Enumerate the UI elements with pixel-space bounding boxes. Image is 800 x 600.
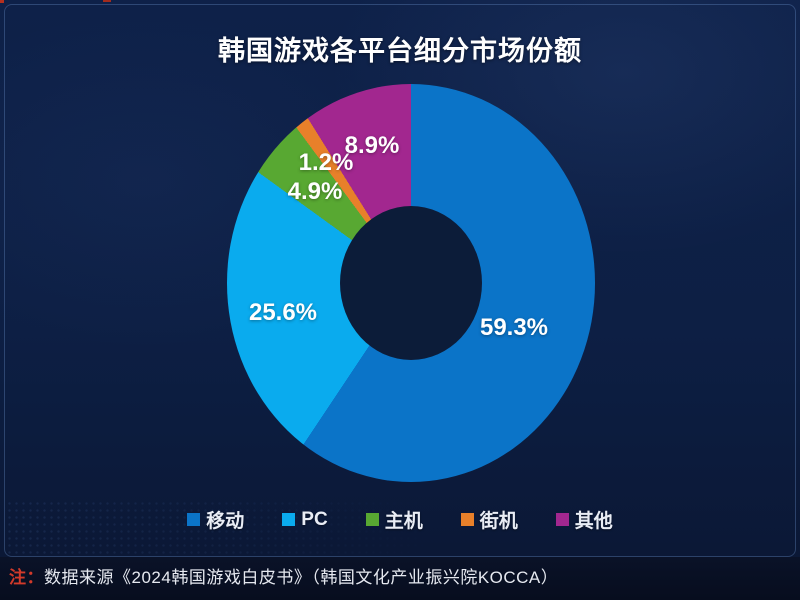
donut-hole	[340, 206, 482, 360]
slice-label-arcade: 1.2%	[298, 149, 354, 176]
legend-swatch-pc	[282, 513, 296, 526]
legend-item-other: 其他	[555, 506, 613, 533]
slice-label-mobile: 59.3%	[479, 314, 549, 341]
corner-artifact-left	[0, 0, 4, 3]
note-prefix: 注：	[9, 568, 44, 587]
donut-chart	[227, 84, 595, 482]
footer-band	[0, 557, 800, 600]
dot-texture	[6, 500, 436, 554]
legend-swatch-console	[365, 513, 379, 526]
legend-swatch-other	[555, 513, 569, 526]
slice-label-pc: 25.6%	[248, 299, 318, 326]
legend-label-mobile: 移动	[206, 511, 245, 532]
note-text: 数据来源《2024韩国游戏白皮书》（韩国文化产业振兴院KOCCA）	[44, 568, 559, 587]
legend-item-mobile: 移动	[187, 506, 244, 533]
legend: 移动 PC 主机 街机 其他	[0, 506, 800, 533]
slice-label-other: 8.9%	[344, 132, 400, 159]
legend-swatch-arcade	[460, 513, 474, 526]
legend-item-arcade: 街机	[460, 506, 518, 533]
legend-label-arcade: 街机	[479, 511, 518, 532]
legend-label-other: 其他	[574, 511, 613, 532]
legend-swatch-mobile	[187, 513, 201, 526]
corner-artifact-top	[103, 0, 111, 2]
footer-note: 注：数据来源《2024韩国游戏白皮书》（韩国文化产业振兴院KOCCA）	[9, 563, 558, 588]
legend-label-pc: PC	[301, 508, 328, 530]
legend-label-console: 主机	[384, 511, 423, 532]
slice-label-console: 4.9%	[287, 178, 343, 205]
legend-item-pc: PC	[282, 508, 328, 531]
chart-title: 韩国游戏各平台细分市场份额	[218, 36, 582, 66]
legend-item-console: 主机	[365, 506, 423, 533]
